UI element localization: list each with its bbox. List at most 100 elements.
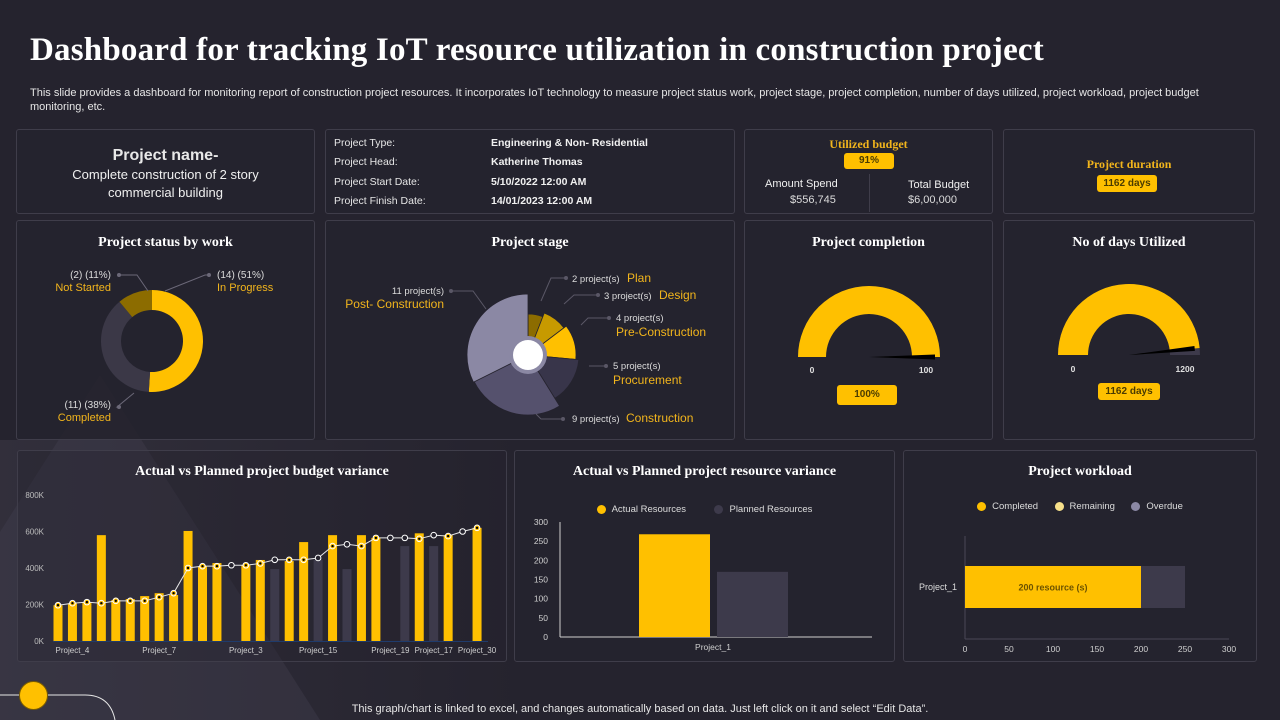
budget-actual-bar <box>198 566 207 641</box>
decorative-dot-icon <box>19 681 48 710</box>
gauge-min-label: 0 <box>1071 364 1076 374</box>
decorative-curve <box>0 694 116 720</box>
project-name-card: Project name- Complete construction of 2… <box>16 129 315 214</box>
budget-actual-bar <box>414 533 424 641</box>
completion-value-badge: 100% <box>837 385 897 405</box>
workload-bar-completed <box>965 566 1141 608</box>
budget-planned-point-core <box>360 544 363 548</box>
budget-planned-point-core <box>186 566 190 570</box>
budget-planned-point-core <box>446 534 450 538</box>
status-slice-not-started <box>119 290 152 318</box>
resource-ytick-label: 150 <box>534 575 548 585</box>
project-start-value: 5/10/2022 12:00 AM <box>491 176 587 188</box>
budget-actual-bar <box>183 530 193 641</box>
days-value-badge: 1162 days <box>1098 383 1160 400</box>
project-name-label: Project name- <box>112 147 219 164</box>
stage-leader-line <box>563 294 598 305</box>
budget-planned-point <box>387 534 394 542</box>
budget-ytick-label: 400K <box>25 564 44 573</box>
stage-value-label: 2 project(s) <box>572 274 620 285</box>
project-type-value: Engineering & Non- Residential <box>491 137 648 149</box>
stage-leader-line <box>535 413 563 420</box>
budget-actual-bar <box>284 561 294 641</box>
utilized-budget-title: Utilized budget <box>829 137 908 151</box>
project-duration-card: Project duration 1162 days <box>1003 129 1255 214</box>
status-leader-line <box>115 392 135 408</box>
budget-planned-point-core <box>215 564 219 568</box>
workload-legend: Completed Remaining Overdue <box>904 498 1256 516</box>
legend-planned-resources: Planned Resources <box>714 504 812 515</box>
budget-xtick-label: Project_19 <box>371 646 410 655</box>
budget-planned-point-core <box>244 564 248 567</box>
resource-ytick-label: 100 <box>534 594 548 604</box>
budget-actual-bar <box>140 596 150 641</box>
stage-pie-chart: 2 project(s) Plan 3 project(s) Design 4 proj… <box>345 271 706 425</box>
budget-planned-point-core <box>172 591 175 595</box>
stage-leader-dot <box>561 417 565 421</box>
budget-planned-point <box>228 561 235 569</box>
workload-xtick-label: 100 <box>1046 644 1060 654</box>
workload-chart: 0 50 100 150 200 250 300 200 resource (s) Projec… <box>919 536 1236 654</box>
status-value-label: (2) (11%) <box>70 270 111 281</box>
stage-leader-dot <box>449 289 453 293</box>
stage-value-label: 5 project(s) <box>613 361 661 372</box>
project-head-label: Project Head: <box>334 156 398 168</box>
stage-category-label: Pre-Construction <box>616 325 706 339</box>
workload-xtick-label: 50 <box>1004 644 1014 654</box>
legend-remaining: Remaining <box>1054 501 1115 512</box>
budget-xtick-label: Project_17 <box>415 646 454 655</box>
status-leader-dot <box>117 273 121 277</box>
budget-actual-bar <box>270 569 280 641</box>
project-duration-value: 1162 days <box>1097 175 1157 192</box>
status-value-label: (11) (38%) <box>65 400 112 411</box>
project-finish-label: Project Finish Date: <box>334 195 426 207</box>
budget-actual-bar <box>400 546 410 641</box>
budget-actual-bar <box>299 542 309 641</box>
budget-planned-point-core <box>288 558 291 561</box>
legend-label: Overdue <box>1146 501 1183 512</box>
footer-note: This graph/chart is linked to excel, and… <box>351 703 929 715</box>
completion-card: Project completion 0 100 100% <box>744 220 993 440</box>
legend-label: Planned Resources <box>729 504 813 515</box>
stage-leader-line <box>580 317 609 326</box>
budget-planned-point-core <box>71 602 74 605</box>
workload-title: Project workload <box>1028 464 1132 479</box>
budget-actual-bar <box>429 546 439 641</box>
project-start-label: Project Start Date: <box>334 176 420 188</box>
stage-leader-line <box>451 290 487 310</box>
stage-value-label: 11 project(s) <box>392 286 444 297</box>
workload-xtick-label: 200 <box>1134 644 1148 654</box>
resource-variance-card: Actual vs Planned project resource varia… <box>514 450 895 662</box>
budget-variance-card: Actual vs Planned project budget varianc… <box>17 450 507 662</box>
budget-planned-point-core <box>201 564 204 568</box>
days-gauge: 0 1200 <box>1058 284 1200 374</box>
status-value-label: (14) (51%) <box>217 270 264 281</box>
budget-planned-line <box>57 527 478 606</box>
status-category-label: Not Started <box>55 282 111 294</box>
budget-planned-point-core <box>143 599 146 603</box>
legend-label: Actual Resources <box>611 504 687 515</box>
workload-xtick-label: 300 <box>1222 644 1236 654</box>
total-budget-value: $6,00,000 <box>908 194 957 206</box>
gauge-fill <box>798 286 940 357</box>
gauge-min-label: 0 <box>810 365 815 375</box>
budget-actual-bar <box>356 535 366 641</box>
budget-ytick-label: 800K <box>25 491 44 500</box>
legend-dot-icon <box>1054 502 1064 511</box>
stage-leader-line <box>540 277 566 302</box>
stage-card: Project stage 2 project(s) Plan 3 project(… <box>325 220 735 440</box>
status-card: Project status by work (14) (51%) In Prog… <box>16 220 315 440</box>
amount-spend-value: $556,745 <box>790 194 836 206</box>
status-donut-chart: (14) (51%)In Progress (11) (38%)Completed… <box>55 270 273 424</box>
budget-planned-point-core <box>56 604 60 607</box>
gauge-needle <box>869 354 935 360</box>
budget-planned-point-core <box>85 600 89 604</box>
total-budget-label: Total Budget <box>908 179 970 191</box>
budget-actual-bar <box>443 535 453 641</box>
stage-value-label: 3 project(s) <box>604 291 652 302</box>
workload-xtick-label: 0 <box>963 644 968 654</box>
budget-actual-bar <box>212 563 222 641</box>
budget-actual-bar <box>111 600 121 641</box>
resource-ytick-label: 200 <box>534 555 548 565</box>
budget-xtick-label: Project_3 <box>229 646 263 655</box>
